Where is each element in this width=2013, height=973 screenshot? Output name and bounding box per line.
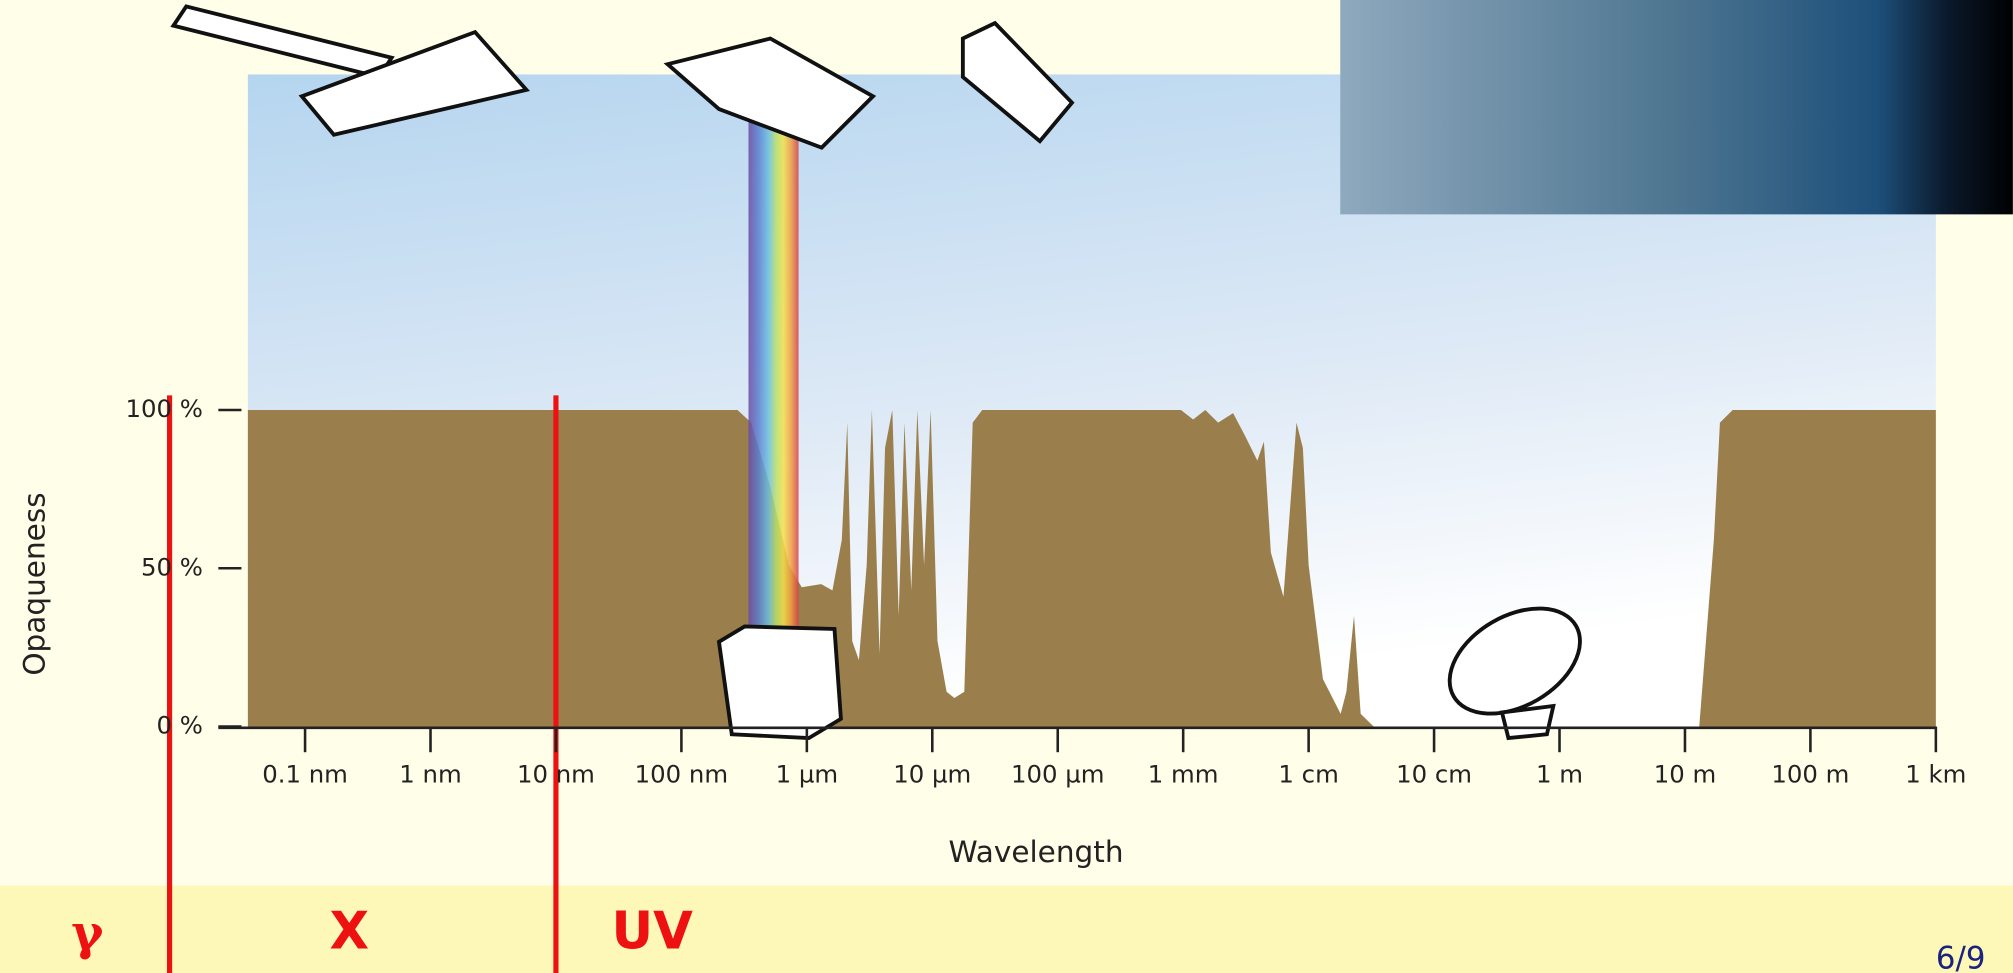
y-tick-label: 0 %: [157, 711, 203, 740]
footer-band: [0, 885, 2013, 973]
x-tick-label: 1 mm: [1148, 759, 1219, 788]
hubble: [663, 36, 877, 150]
solar-panel: [170, 4, 395, 80]
band-label: X: [329, 901, 369, 961]
x-tick-label: 1 m: [1536, 759, 1583, 788]
visible-spectrum: [748, 115, 799, 629]
y-tick-label: 50 %: [141, 552, 203, 581]
ir-satellite: [960, 20, 1075, 144]
x-tick-label: 10 m: [1654, 759, 1717, 788]
y-axis-label: Opaqueness: [18, 492, 52, 675]
opacity-area: [247, 409, 1936, 727]
x-tick-label: 10 µm: [893, 759, 971, 788]
page-number: 6/9: [1936, 941, 1986, 973]
x-tick-label: 10 cm: [1396, 759, 1472, 788]
earth-photo: [1340, 0, 2013, 215]
xray-satellite: [298, 29, 531, 137]
band-label: γ: [71, 904, 104, 962]
y-tick-label: 100 %: [126, 394, 203, 423]
x-axis-label: Wavelength: [948, 835, 1123, 869]
telescope-icons: [170, 4, 1582, 741]
x-tick-label: 1 nm: [399, 759, 461, 788]
x-tick-label: 0.1 nm: [262, 759, 348, 788]
x-tick-label: 1 µm: [776, 759, 839, 788]
x-tick-label: 100 nm: [635, 759, 728, 788]
x-tick-label: 1 km: [1905, 759, 1966, 788]
band-label: UV: [612, 901, 694, 961]
x-tick-label: 100 µm: [1011, 759, 1105, 788]
x-tick-label: 10 nm: [517, 759, 595, 788]
x-tick-label: 100 m: [1771, 759, 1849, 788]
plot: [247, 409, 1936, 727]
ground-telescope: [716, 624, 843, 741]
dish-base: [1499, 703, 1556, 741]
x-tick-label: 1 cm: [1278, 759, 1338, 788]
radio-dish: [1447, 606, 1582, 716]
